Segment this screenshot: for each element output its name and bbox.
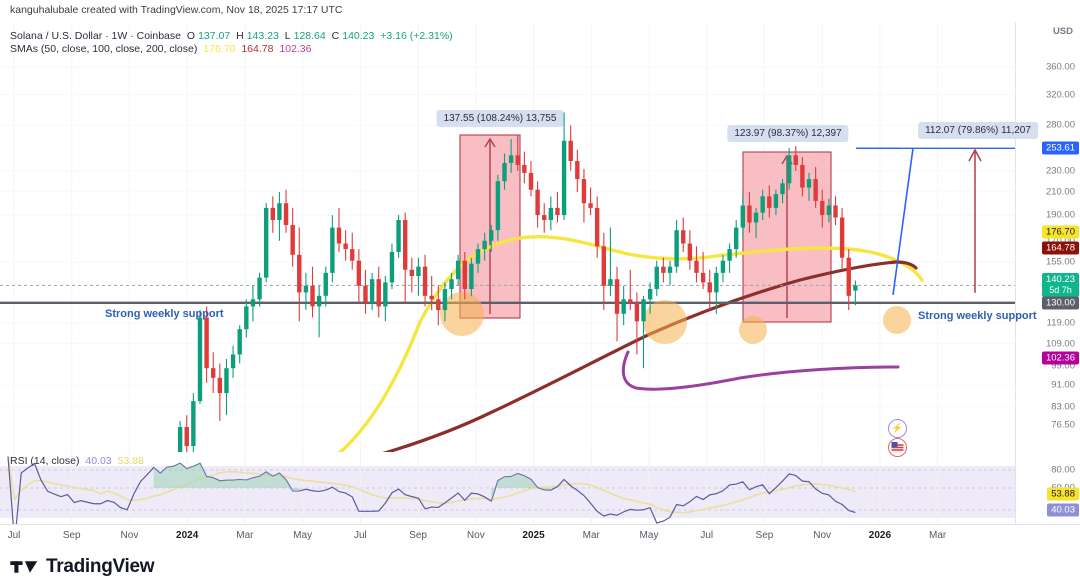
time-axis-tick: Sep (409, 530, 427, 541)
price-chart-canvas (0, 22, 1016, 586)
time-axis-tick: May (293, 530, 313, 541)
support-label-left[interactable]: Strong weekly support (105, 308, 224, 320)
badge-value: 130.00 (1045, 297, 1075, 309)
price-axis-tick: 119.00 (1046, 317, 1075, 329)
time-axis-tick: Sep (62, 530, 81, 541)
rsi-axis-badge-rsi-ma[interactable]: 53.88 (1047, 487, 1079, 501)
rsi-legend-row[interactable]: RSI (14, close) 40.03 53.88 (10, 455, 147, 468)
price-axis-tick: 83.00 (1051, 401, 1075, 413)
price-axis-tick: 155.00 (1045, 256, 1075, 268)
legend-low-value: 128.64 (293, 30, 326, 42)
price-axis-tick: 109.00 (1045, 338, 1075, 350)
price-axis-badge-sma100[interactable]: 164.78 (1041, 241, 1079, 255)
legend-high-label: H (236, 30, 244, 42)
time-axis-tick: 2026 (868, 530, 892, 541)
badge-countdown: 5d 7h (1049, 285, 1072, 296)
us-flag-icon[interactable] (888, 438, 907, 457)
legend-sma100-value: 164.78 (241, 43, 274, 55)
price-axis-badge-last-price[interactable]: 140.23 5d 7h (1041, 273, 1079, 298)
tradingview-wordmark: TradingView (46, 556, 155, 577)
rsi-legend-ma-value: 53.88 (117, 455, 144, 467)
price-axis-tick: 210.00 (1045, 186, 1075, 198)
time-axis-tick: Mar (929, 530, 947, 541)
support-label-right[interactable]: Strong weekly support (918, 310, 1037, 322)
price-chart-pane[interactable] (0, 22, 1016, 586)
time-axis-tick: Nov (466, 530, 485, 541)
legend-open-value: 137.07 (198, 30, 231, 42)
rsi-axis-tick: 80.00 (1051, 464, 1075, 476)
legend-high-value: 143.23 (246, 30, 279, 42)
tradingview-mark-icon (10, 561, 38, 573)
time-axis[interactable]: Jul Sep Nov 2024 Mar May Jul Sep Nov 2025 Mar May Ju… (0, 524, 1080, 551)
badge-value: 253.61 (1045, 142, 1075, 154)
rsi-axis-badge-rsi-value[interactable]: 40.03 (1047, 503, 1079, 517)
legend-sma200-value: 102.36 (279, 43, 312, 55)
legend-sma-title: SMAs (50, close, 100, close, 200, close) (10, 43, 198, 55)
rsi-canvas (0, 452, 1016, 543)
price-axis-tick: 230.00 (1045, 165, 1075, 177)
legend-close-value: 140.23 (342, 30, 375, 42)
legend-symbol: Solana / U.S. Dollar · 1W · Coinbase (10, 30, 181, 42)
tradingview-logo[interactable]: TradingView (10, 556, 155, 578)
price-axis-tick: 280.00 (1045, 119, 1075, 131)
price-axis-tick: 190.00 (1045, 209, 1075, 221)
price-axis-tick: 360.00 (1045, 61, 1075, 73)
axis-unit-label: USD (1052, 26, 1073, 37)
measure-label-3[interactable]: 112.07 (79.86%) 11,207 (918, 122, 1038, 139)
measure-label-1[interactable]: 137.55 (108.24%) 13,755 (436, 110, 564, 127)
legend-change: +3.16 (+2.31%) (380, 30, 453, 42)
rsi-legend-value: 40.03 (85, 455, 112, 467)
time-axis-tick: Jul (353, 530, 367, 541)
legend-symbol-row[interactable]: Solana / U.S. Dollar · 1W · Coinbase O 13… (10, 30, 456, 43)
time-axis-tick: 2024 (176, 530, 199, 541)
legend-close-label: C (331, 30, 340, 42)
time-axis-tick: Sep (755, 530, 774, 541)
price-axis-badge-high-level[interactable]: 253.61 (1041, 141, 1079, 155)
time-axis-tick: Mar (582, 530, 600, 541)
price-axis-tick: 320.00 (1045, 89, 1075, 101)
legend-sma50-value: 176.70 (203, 43, 236, 55)
lightning-icon[interactable]: ⚡ (888, 419, 907, 438)
rsi-legend: RSI (14, close) 40.03 53.88 (10, 455, 147, 468)
badge-value: 176.70 (1045, 226, 1075, 238)
price-axis-badge-support-level[interactable]: 130.00 (1041, 296, 1079, 310)
time-axis-tick: Mar (236, 530, 254, 541)
footer-bar: TradingView (0, 550, 1080, 586)
price-axis-tick: 99.00 (1051, 360, 1075, 372)
time-axis-tick: 2025 (522, 530, 545, 541)
time-axis-tick: May (639, 530, 659, 541)
measure-label-2[interactable]: 123.97 (98.37%) 12,397 (727, 125, 849, 142)
rsi-legend-title: RSI (14, close) (10, 455, 80, 467)
badge-value: 140.23 (1045, 274, 1075, 286)
price-axis-badge-sma200[interactable]: 102.36 (1041, 351, 1079, 365)
price-axis-badge-sma50[interactable]: 176.70 (1041, 225, 1079, 239)
price-axis-tick: 91.00 (1051, 379, 1075, 391)
time-axis-tick: Jul (700, 530, 714, 541)
badge-value: 102.36 (1045, 352, 1075, 364)
legend-low-label: L (284, 30, 291, 42)
legend-sma-row[interactable]: SMAs (50, close, 100, close, 200, close)… (10, 43, 456, 56)
time-axis-tick: Nov (813, 530, 832, 541)
price-axis-tick: 76.50 (1051, 419, 1075, 431)
legend-open-label: O (186, 30, 196, 42)
badge-value: 164.78 (1045, 242, 1075, 254)
attribution-text: kanguhalubale created with TradingView.c… (0, 0, 1080, 20)
time-axis-tick: Jul (7, 530, 21, 541)
chart-legend: Solana / U.S. Dollar · 1W · Coinbase O 13… (10, 30, 456, 56)
price-axis-tick: 170.00 (1046, 235, 1075, 246)
time-axis-tick: Nov (120, 530, 139, 541)
flag-glyph (891, 441, 904, 454)
rsi-pane[interactable] (0, 452, 1016, 543)
price-axis[interactable]: USD 360.00 320.00 280.00 230.00 210.00 190.00… (1015, 22, 1080, 524)
